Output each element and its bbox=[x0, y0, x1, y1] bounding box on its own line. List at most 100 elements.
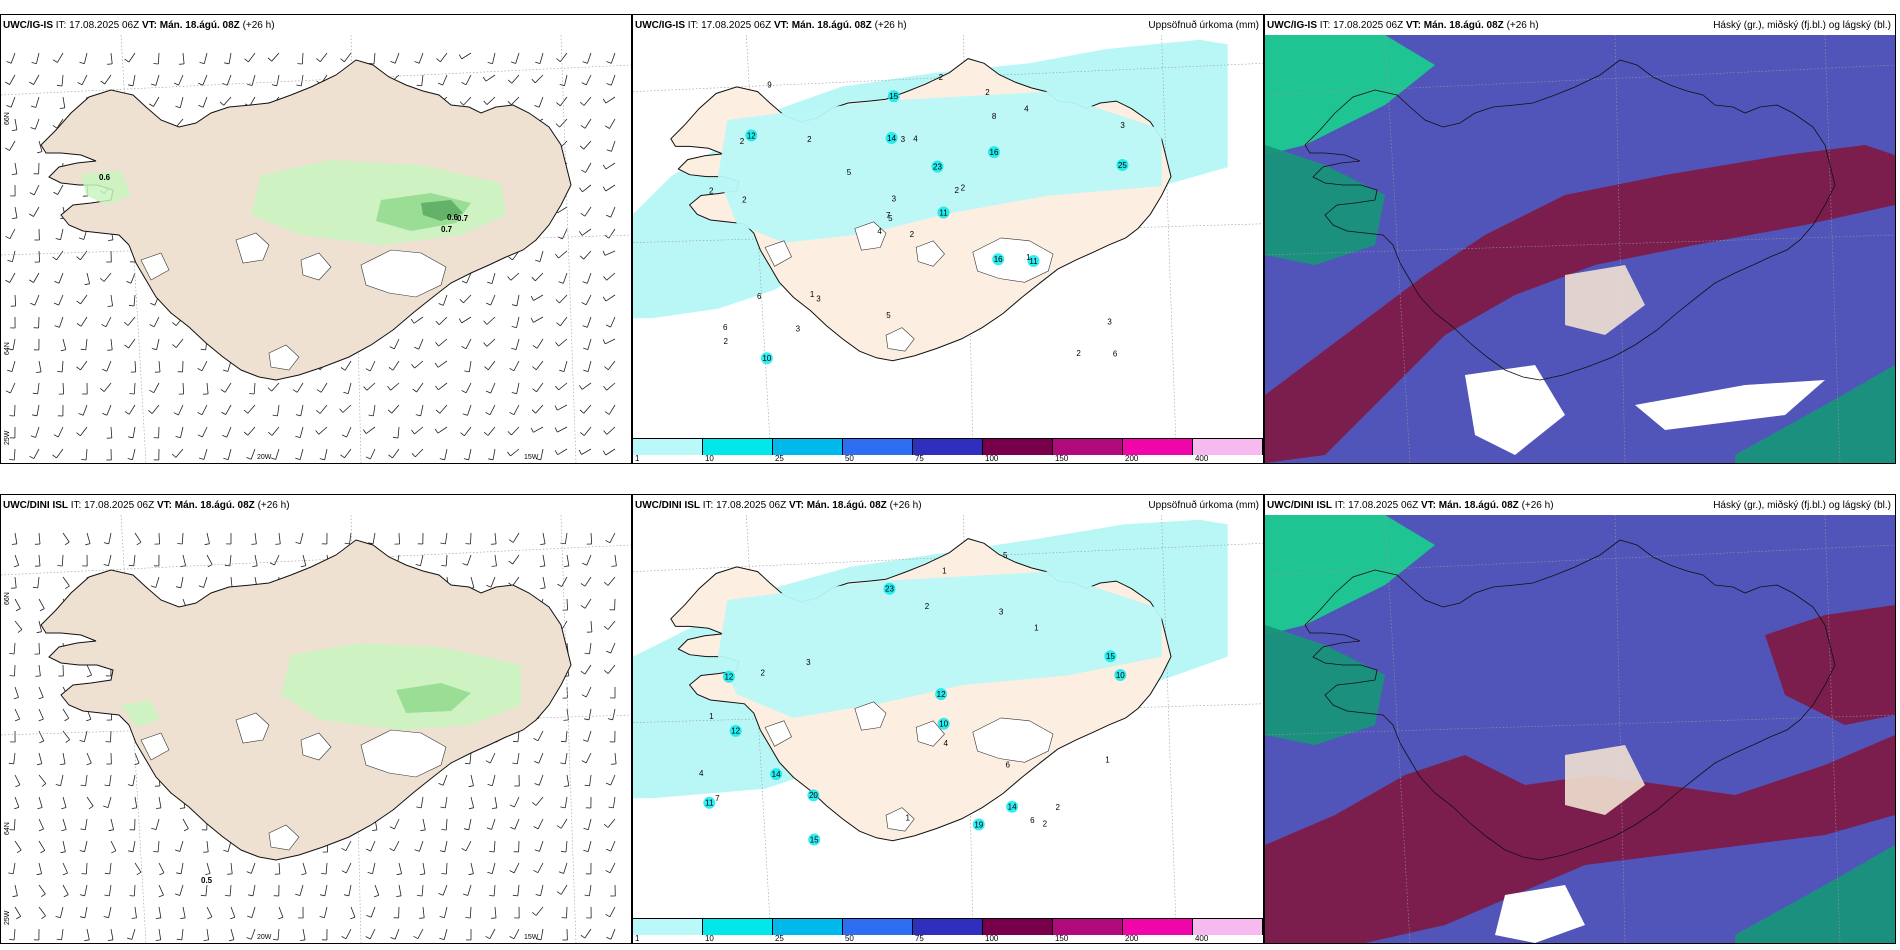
wind-barb-flag bbox=[124, 58, 130, 63]
wind-barb bbox=[302, 554, 307, 566]
cloud-layer bbox=[1265, 515, 1895, 943]
wind-barb bbox=[84, 884, 88, 896]
wind-barb bbox=[394, 818, 400, 830]
wind-barb bbox=[494, 532, 497, 544]
wind-barb-flag bbox=[602, 296, 607, 302]
wind-barb-flag bbox=[578, 449, 582, 455]
precip-value-label: 1 bbox=[942, 566, 947, 575]
wind-barb-flag bbox=[88, 805, 94, 810]
wind-barb-flag bbox=[462, 413, 468, 416]
wind-barb-flag bbox=[247, 915, 253, 918]
wind-barb-flag bbox=[531, 276, 536, 282]
wind-barb bbox=[206, 862, 211, 874]
colorbar-swatch bbox=[1123, 919, 1193, 935]
wind-barb-flag bbox=[507, 79, 513, 84]
precip-value-label: 2 bbox=[985, 88, 990, 97]
wind-barb-flag bbox=[556, 825, 562, 829]
wind-barb bbox=[179, 884, 184, 896]
wind-barb-flag bbox=[54, 325, 60, 328]
wind-barb bbox=[469, 752, 472, 764]
wind-barb bbox=[62, 796, 67, 808]
wind-barb-flag bbox=[390, 937, 396, 940]
wind-barb-flag bbox=[389, 826, 395, 830]
wind-barb-flag bbox=[13, 565, 19, 568]
wind-barb-flag bbox=[416, 806, 422, 809]
wind-barb bbox=[463, 96, 472, 106]
wind-barb bbox=[442, 774, 448, 786]
precip-value-label: 20 bbox=[809, 791, 818, 800]
wind-barb bbox=[421, 884, 424, 897]
wind-barb-flag bbox=[249, 393, 255, 395]
wind-barb bbox=[254, 532, 257, 544]
wind-barb-flag bbox=[107, 305, 113, 307]
wind-barb bbox=[82, 404, 88, 416]
wind-barb-flag bbox=[9, 653, 15, 655]
clear-sky-area bbox=[1495, 885, 1585, 943]
wind-barb bbox=[296, 382, 304, 393]
wind-barb bbox=[178, 74, 184, 86]
wind-barb-flag bbox=[602, 186, 607, 192]
wind-barb-flag bbox=[180, 917, 186, 919]
precip-value-label: 19 bbox=[974, 820, 983, 829]
wind-barb-flag bbox=[76, 256, 81, 261]
wind-barb bbox=[586, 316, 592, 328]
wind-barb-flag bbox=[39, 740, 44, 744]
wind-barb-flag bbox=[60, 349, 66, 352]
wind-barb bbox=[489, 404, 496, 415]
wind-barb bbox=[492, 774, 496, 786]
wind-barb bbox=[584, 206, 592, 217]
wind-barb-flag bbox=[5, 81, 10, 85]
wind-barb bbox=[604, 250, 616, 256]
wind-barb bbox=[110, 818, 114, 830]
wind-barb bbox=[610, 52, 616, 64]
wind-barb bbox=[86, 272, 90, 284]
low-cloud-area bbox=[1265, 625, 1385, 745]
latitude-line bbox=[1, 64, 631, 96]
precip-value-label: 4 bbox=[699, 769, 704, 778]
wind-barb-flag bbox=[247, 83, 253, 86]
wind-barb bbox=[485, 74, 496, 82]
wind-barb bbox=[38, 598, 45, 609]
wind-barb bbox=[252, 884, 256, 896]
wind-barb bbox=[444, 448, 448, 460]
wind-barb-flag bbox=[222, 369, 228, 372]
glacier bbox=[360, 249, 447, 298]
wind-barb-flag bbox=[134, 762, 140, 766]
wind-barb bbox=[511, 426, 520, 436]
colorbar-tick: 400 bbox=[1194, 934, 1209, 943]
wind-barb-flag bbox=[246, 457, 252, 460]
wind-barb bbox=[13, 448, 16, 461]
wind-barb-flag bbox=[100, 277, 105, 282]
wind-barb bbox=[516, 752, 520, 764]
wind-barb bbox=[153, 316, 160, 327]
precip-value-label: 2 bbox=[709, 186, 714, 195]
wind-barb bbox=[394, 928, 400, 940]
wind-barb bbox=[537, 818, 544, 830]
wind-barb-flag bbox=[461, 390, 467, 394]
wind-barb-flag bbox=[583, 347, 589, 350]
wind-barb-flag bbox=[485, 935, 490, 940]
wind-barb bbox=[56, 118, 64, 129]
wind-barb bbox=[10, 52, 16, 64]
wind-barb-flag bbox=[321, 873, 327, 875]
wind-barb bbox=[37, 382, 40, 394]
wind-barb-flag bbox=[389, 848, 395, 852]
precip-value-label: 2 bbox=[1043, 820, 1048, 829]
wind-barb-flag bbox=[368, 542, 374, 545]
wind-barb-flag bbox=[8, 872, 14, 875]
wind-barb-flag bbox=[64, 541, 70, 546]
wind-barb bbox=[417, 928, 424, 939]
wind-barb-flag bbox=[556, 322, 561, 327]
precip-value-label: 6 bbox=[1005, 760, 1010, 769]
precip-max-marker bbox=[937, 206, 950, 219]
wind-barb-flag bbox=[554, 427, 558, 433]
wind-barb bbox=[182, 554, 186, 566]
wind-barb bbox=[206, 840, 209, 852]
wind-barb bbox=[179, 840, 184, 852]
wind-speed-zone bbox=[81, 170, 131, 205]
wind-barb-flag bbox=[316, 409, 321, 414]
wind-barb bbox=[533, 316, 544, 323]
wind-barb bbox=[422, 906, 425, 918]
longitude-label: 15W bbox=[524, 934, 539, 941]
